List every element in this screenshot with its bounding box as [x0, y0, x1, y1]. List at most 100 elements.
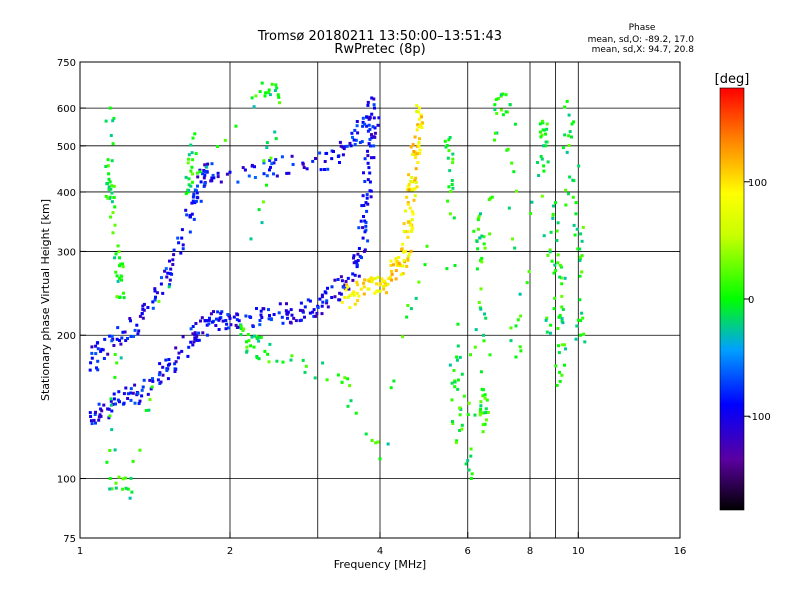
chart-subtitle: RwPretec (8p) — [334, 42, 425, 57]
trace-point — [191, 136, 195, 140]
trace-point — [458, 406, 462, 410]
trace-point — [366, 287, 370, 291]
trace-point — [158, 371, 162, 375]
data-point — [268, 314, 271, 317]
x-tick-label: 2 — [227, 546, 233, 557]
trace-point — [96, 359, 100, 363]
trace-point — [119, 356, 123, 360]
trace-point — [290, 354, 294, 358]
trace-point — [301, 358, 305, 362]
trace-point — [195, 171, 199, 175]
trace-point — [365, 196, 369, 200]
trace-point — [392, 379, 396, 383]
trace-point — [518, 345, 522, 349]
data-point — [108, 106, 112, 110]
data-point — [99, 349, 103, 353]
trace-point — [255, 337, 259, 341]
trace-point — [304, 364, 308, 368]
trace-point — [268, 93, 272, 97]
trace-point — [312, 314, 316, 318]
trace-point — [180, 228, 184, 232]
trace-point — [257, 208, 261, 212]
trace-point — [267, 91, 270, 95]
colorbar-tick-label: 100 — [748, 178, 767, 189]
trace-point — [475, 267, 479, 271]
trace-point — [129, 391, 133, 395]
trace-point — [540, 133, 544, 137]
trace-point — [418, 148, 422, 152]
trace-point — [159, 380, 163, 384]
trace-point — [540, 194, 544, 198]
data-point — [193, 132, 197, 136]
trace-point — [102, 403, 106, 407]
trace-point — [245, 345, 249, 349]
trace-point — [216, 175, 220, 179]
trace-point — [375, 290, 378, 294]
trace-point — [303, 370, 307, 374]
trace-point — [572, 179, 576, 183]
trace-point — [302, 166, 306, 169]
trace-point — [561, 308, 565, 311]
trace-point — [384, 283, 388, 287]
trace-point — [109, 187, 113, 191]
trace-point — [265, 174, 269, 178]
trace-point — [536, 161, 539, 164]
trace-point — [219, 311, 223, 315]
trace-point — [545, 122, 549, 126]
trace-point — [445, 144, 449, 147]
trace-point — [224, 327, 228, 331]
trace-point — [572, 120, 576, 124]
trace-point — [173, 370, 177, 373]
y-axis-label: Stationary phase Virtual Height [km] — [39, 199, 52, 401]
trace-point — [488, 232, 492, 236]
trace-point — [188, 214, 192, 217]
data-point — [578, 333, 582, 337]
trace-point — [415, 110, 419, 113]
trace-point — [519, 314, 523, 318]
trace-point — [142, 308, 146, 312]
trace-point — [451, 186, 455, 190]
data-point — [447, 138, 451, 142]
trace-point — [110, 159, 114, 163]
trace-point — [130, 490, 134, 494]
trace-point — [530, 200, 534, 204]
data-point — [370, 136, 374, 140]
trace-point — [146, 306, 150, 309]
trace-point — [514, 324, 518, 328]
data-point — [343, 283, 347, 287]
trace-point — [129, 476, 133, 480]
trace-point — [105, 460, 109, 464]
trace-point — [552, 307, 556, 311]
trace-point — [360, 140, 364, 144]
data-point — [217, 318, 221, 322]
trace-point — [195, 334, 199, 338]
trace-point — [363, 157, 367, 161]
trace-point — [481, 423, 485, 427]
trace-point — [455, 358, 459, 362]
trace-point — [577, 164, 581, 168]
trace-point — [417, 110, 420, 114]
trace-point — [97, 415, 101, 419]
trace-point — [356, 299, 360, 303]
trace-point — [580, 311, 584, 315]
trace-point — [538, 130, 542, 134]
trace-point — [121, 265, 125, 269]
trace-point — [359, 219, 363, 223]
trace-point — [359, 287, 363, 291]
trace-point — [225, 322, 229, 326]
trace-point — [467, 401, 471, 405]
trace-point — [448, 212, 452, 216]
trace-point — [361, 226, 365, 230]
trace-point — [420, 121, 424, 125]
trace-point — [156, 378, 160, 382]
trace-point — [337, 298, 341, 302]
trace-point — [360, 256, 363, 260]
trace-point — [381, 280, 385, 283]
trace-point — [513, 246, 517, 250]
trace-point — [383, 281, 387, 285]
trace-point — [347, 287, 351, 291]
trace-point — [376, 440, 380, 444]
data-point — [404, 249, 407, 253]
trace-point — [113, 375, 117, 379]
data-point — [349, 144, 353, 148]
